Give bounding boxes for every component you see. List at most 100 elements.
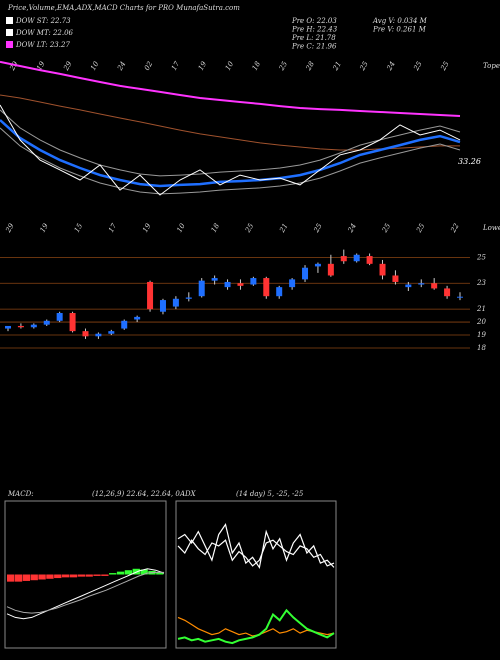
y-tick-label: 20 [476, 318, 486, 326]
histogram-bar [140, 569, 148, 575]
candle-body [237, 283, 244, 286]
date-label: 17 [107, 222, 119, 234]
series-line [6, 568, 165, 620]
date-label: 15 [73, 222, 85, 234]
title: Price,Volume,EMA,ADX,MACD Charts for PRO… [7, 4, 240, 12]
candle-body [69, 313, 76, 332]
legend-label: DOW MT: 22.06 [15, 29, 74, 37]
info-label: Pre V: 0.261 M [372, 26, 427, 34]
date-label: 10 [89, 60, 101, 72]
legend-swatch [6, 17, 13, 24]
candle-body [147, 281, 154, 310]
candle-body [5, 325, 11, 329]
date-label: 19 [39, 222, 51, 234]
date-label: 24 [346, 222, 358, 235]
histogram-bar [22, 574, 31, 581]
histogram-bar [116, 571, 125, 575]
series-line [0, 109, 461, 177]
info-label: Pre L: 21.78 [291, 34, 336, 42]
histogram-bar [30, 574, 38, 581]
candle-body [211, 278, 218, 281]
histogram-bar [124, 570, 133, 575]
candle-body [418, 283, 425, 285]
candle-body [198, 280, 205, 297]
y-tick-label: 18 [477, 344, 486, 352]
candle-body [302, 267, 309, 280]
date-label: 18 [210, 222, 222, 234]
legend-label: DOW ST: 22.73 [15, 17, 71, 25]
candle-body [276, 287, 283, 297]
date-label: 21 [278, 222, 290, 235]
candle-body [289, 279, 296, 288]
histogram-bar [156, 572, 164, 575]
candle-body [366, 256, 373, 264]
histogram-bar [54, 574, 62, 579]
date-label: 17 [170, 60, 182, 72]
panel-label: ADX [179, 490, 197, 498]
histogram-bar [77, 574, 85, 577]
candle-body [353, 254, 360, 262]
candle-body [340, 256, 347, 262]
histogram-bar [93, 574, 101, 576]
legend-label: DOW LT: 23.27 [15, 41, 70, 49]
series-line [177, 608, 335, 645]
series-line [0, 60, 461, 117]
histogram-bar [101, 574, 109, 576]
candle-body [30, 324, 37, 328]
candle-body [43, 320, 50, 325]
candle-body [444, 288, 451, 297]
date-label: 21 [331, 60, 343, 73]
y-tick-label: 21 [476, 305, 486, 313]
date-label: 24 [385, 60, 397, 73]
date-label: 19 [141, 222, 153, 234]
candle-body [185, 297, 192, 299]
candle-body [405, 284, 412, 288]
candle-body [327, 263, 334, 276]
info-label: Pre C: 21.96 [291, 43, 337, 51]
histogram-bar [85, 574, 93, 577]
date-label: 19 [197, 60, 209, 72]
candle-body [17, 325, 24, 328]
candle-body [224, 281, 231, 288]
panel-params: (14 day) 5, -25, -25 [236, 490, 304, 498]
series-line [0, 104, 461, 196]
histogram-bar [109, 573, 117, 575]
candle-body [314, 263, 321, 267]
candle-body [159, 300, 166, 312]
histogram-bar [69, 574, 78, 578]
candle-body [82, 331, 89, 337]
date-label: 10 [175, 222, 187, 234]
y-tick-label: 25 [476, 253, 486, 261]
series-line [6, 571, 164, 614]
y-tick-label: 19 [477, 331, 486, 339]
histogram-bar [7, 574, 15, 582]
candle-body [121, 320, 128, 329]
date-label: 19 [35, 60, 47, 72]
series-line [0, 127, 461, 195]
legend-swatch [6, 41, 13, 48]
candle-body [431, 283, 438, 289]
date-label: 10 [224, 60, 236, 72]
panel-label: MACD: [7, 490, 34, 498]
y-tick-label: 23 [476, 279, 486, 287]
candle-body [108, 331, 115, 334]
info-label: Avg V: 0.034 M [372, 17, 428, 25]
info-label: Pre H: 22.43 [291, 26, 338, 34]
histogram-bar [46, 574, 54, 579]
candle-body [134, 316, 141, 320]
candle-body [392, 275, 399, 282]
histogram-bar [38, 574, 46, 580]
adx-frame [175, 500, 337, 649]
info-label: Pre O: 22.03 [291, 17, 337, 25]
candle-body [250, 278, 257, 285]
histogram-bar [61, 574, 70, 578]
candle-body [263, 278, 270, 297]
right-label: Lowe [482, 224, 500, 232]
candle-body [95, 333, 102, 337]
series-line [0, 119, 461, 188]
series-line [177, 539, 335, 567]
date-label: 02 [143, 60, 155, 72]
date-label: 24 [116, 60, 128, 73]
right-label: Tope [483, 62, 500, 70]
